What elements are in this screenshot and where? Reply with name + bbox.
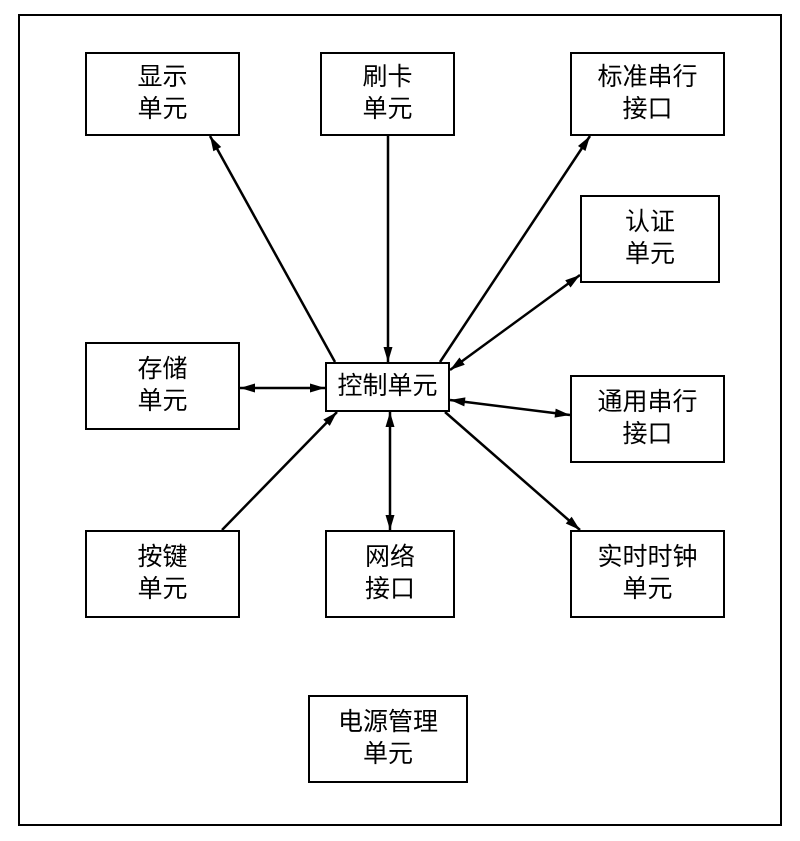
node-label-line2: 接口 [622,94,672,127]
node-display-unit: 显示单元 [85,52,240,136]
node-label: 控制单元 [337,371,437,404]
node-label-line2: 单元 [137,386,187,419]
node-label-line2: 单元 [362,94,412,127]
node-std-serial: 标准串行接口 [570,52,725,136]
node-label-line1: 刷卡 [362,62,412,95]
node-label-line2: 单元 [137,94,187,127]
node-label-line1: 通用串行 [597,387,697,420]
node-label-line1: 实时时钟 [597,542,697,575]
node-label-line2: 接口 [622,419,672,452]
node-network-interface: 网络接口 [325,530,455,618]
node-auth-unit: 认证单元 [580,195,720,283]
node-label-line2: 单元 [137,574,187,607]
node-storage-unit: 存储单元 [85,342,240,430]
node-control-unit: 控制单元 [325,362,450,412]
node-card-unit: 刷卡单元 [320,52,455,136]
node-label-line1: 认证 [625,207,675,240]
node-label-line1: 网络 [365,542,415,575]
node-usb-interface: 通用串行接口 [570,375,725,463]
node-label-line2: 单元 [363,739,413,772]
node-label-line1: 存储 [137,354,187,387]
node-power-mgmt: 电源管理单元 [308,695,468,783]
node-label-line1: 标准串行 [597,62,697,95]
node-label-line1: 按键 [137,542,187,575]
node-label-line1: 电源管理 [338,707,438,740]
node-button-unit: 按键单元 [85,530,240,618]
node-label-line2: 单元 [622,574,672,607]
node-label-line1: 显示 [137,62,187,95]
node-label-line2: 接口 [365,574,415,607]
node-rtc-unit: 实时时钟单元 [570,530,725,618]
node-label-line2: 单元 [625,239,675,272]
